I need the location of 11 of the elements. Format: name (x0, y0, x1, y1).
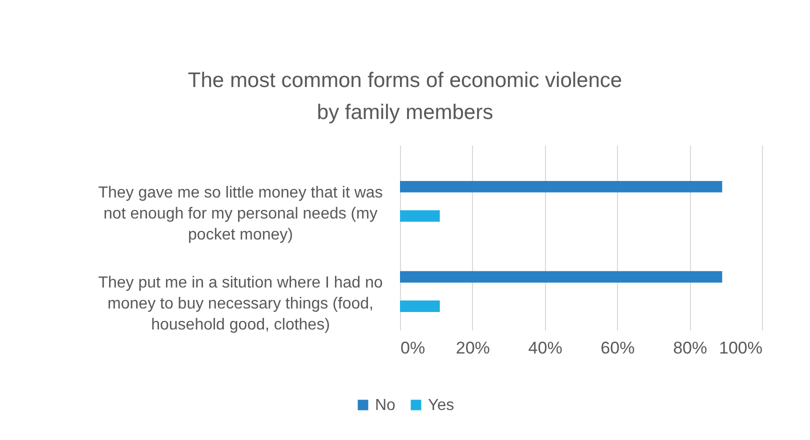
y-tick-label: They put me in a sitution where I had no money to buy necessary things (food, household good, clothes) (98, 274, 383, 334)
x-tick-label: 80% (673, 338, 708, 358)
legend-label: Yes (428, 397, 454, 414)
x-tick-label: 0% (400, 338, 426, 358)
chart-title: The most common forms of economic violence by family members (188, 69, 622, 124)
x-tick-label: 100% (719, 338, 762, 358)
x-tick-label: 60% (600, 338, 635, 358)
x-tick-label: 40% (528, 338, 562, 358)
legend-label: No (375, 397, 396, 414)
x-tick-label: 20% (456, 338, 490, 358)
y-tick-label: They gave me so little money that it was not enough for my personal needs (my pocket money) (98, 184, 383, 244)
